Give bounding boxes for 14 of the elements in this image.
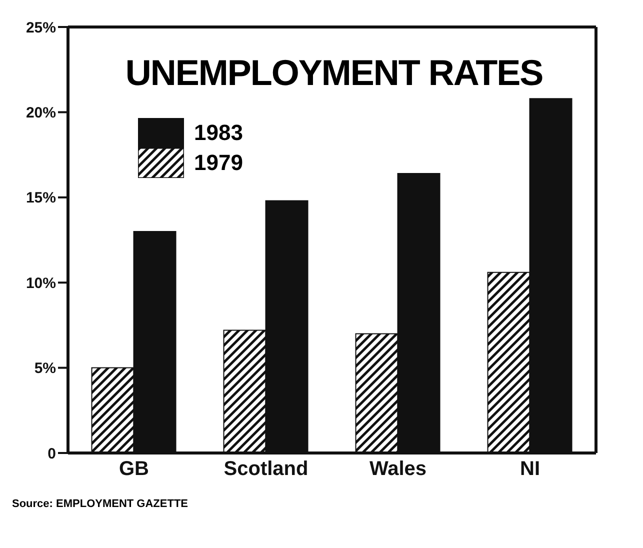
y-tick-label: 15% (26, 190, 56, 207)
y-tick-label: 5% (34, 360, 56, 378)
x-tick-label: NI (520, 458, 540, 480)
text: UNEMPLOYMENT RATES (124, 52, 544, 94)
y-tick-label: 20% (26, 104, 56, 122)
x-tick-label: Scotland (224, 458, 308, 480)
x-tick-label: Wales (369, 458, 427, 480)
source-note: Source: EMPLOYMENT GAZETTE (12, 498, 190, 510)
legend-label: 1979 (194, 150, 243, 176)
y-tick-label: 25% (26, 19, 56, 36)
x-tick-label: GB (119, 458, 149, 480)
legend-label: 1983 (194, 120, 243, 146)
y-tick-label: 0 (48, 445, 56, 462)
y-tick-label: 10% (26, 274, 56, 292)
